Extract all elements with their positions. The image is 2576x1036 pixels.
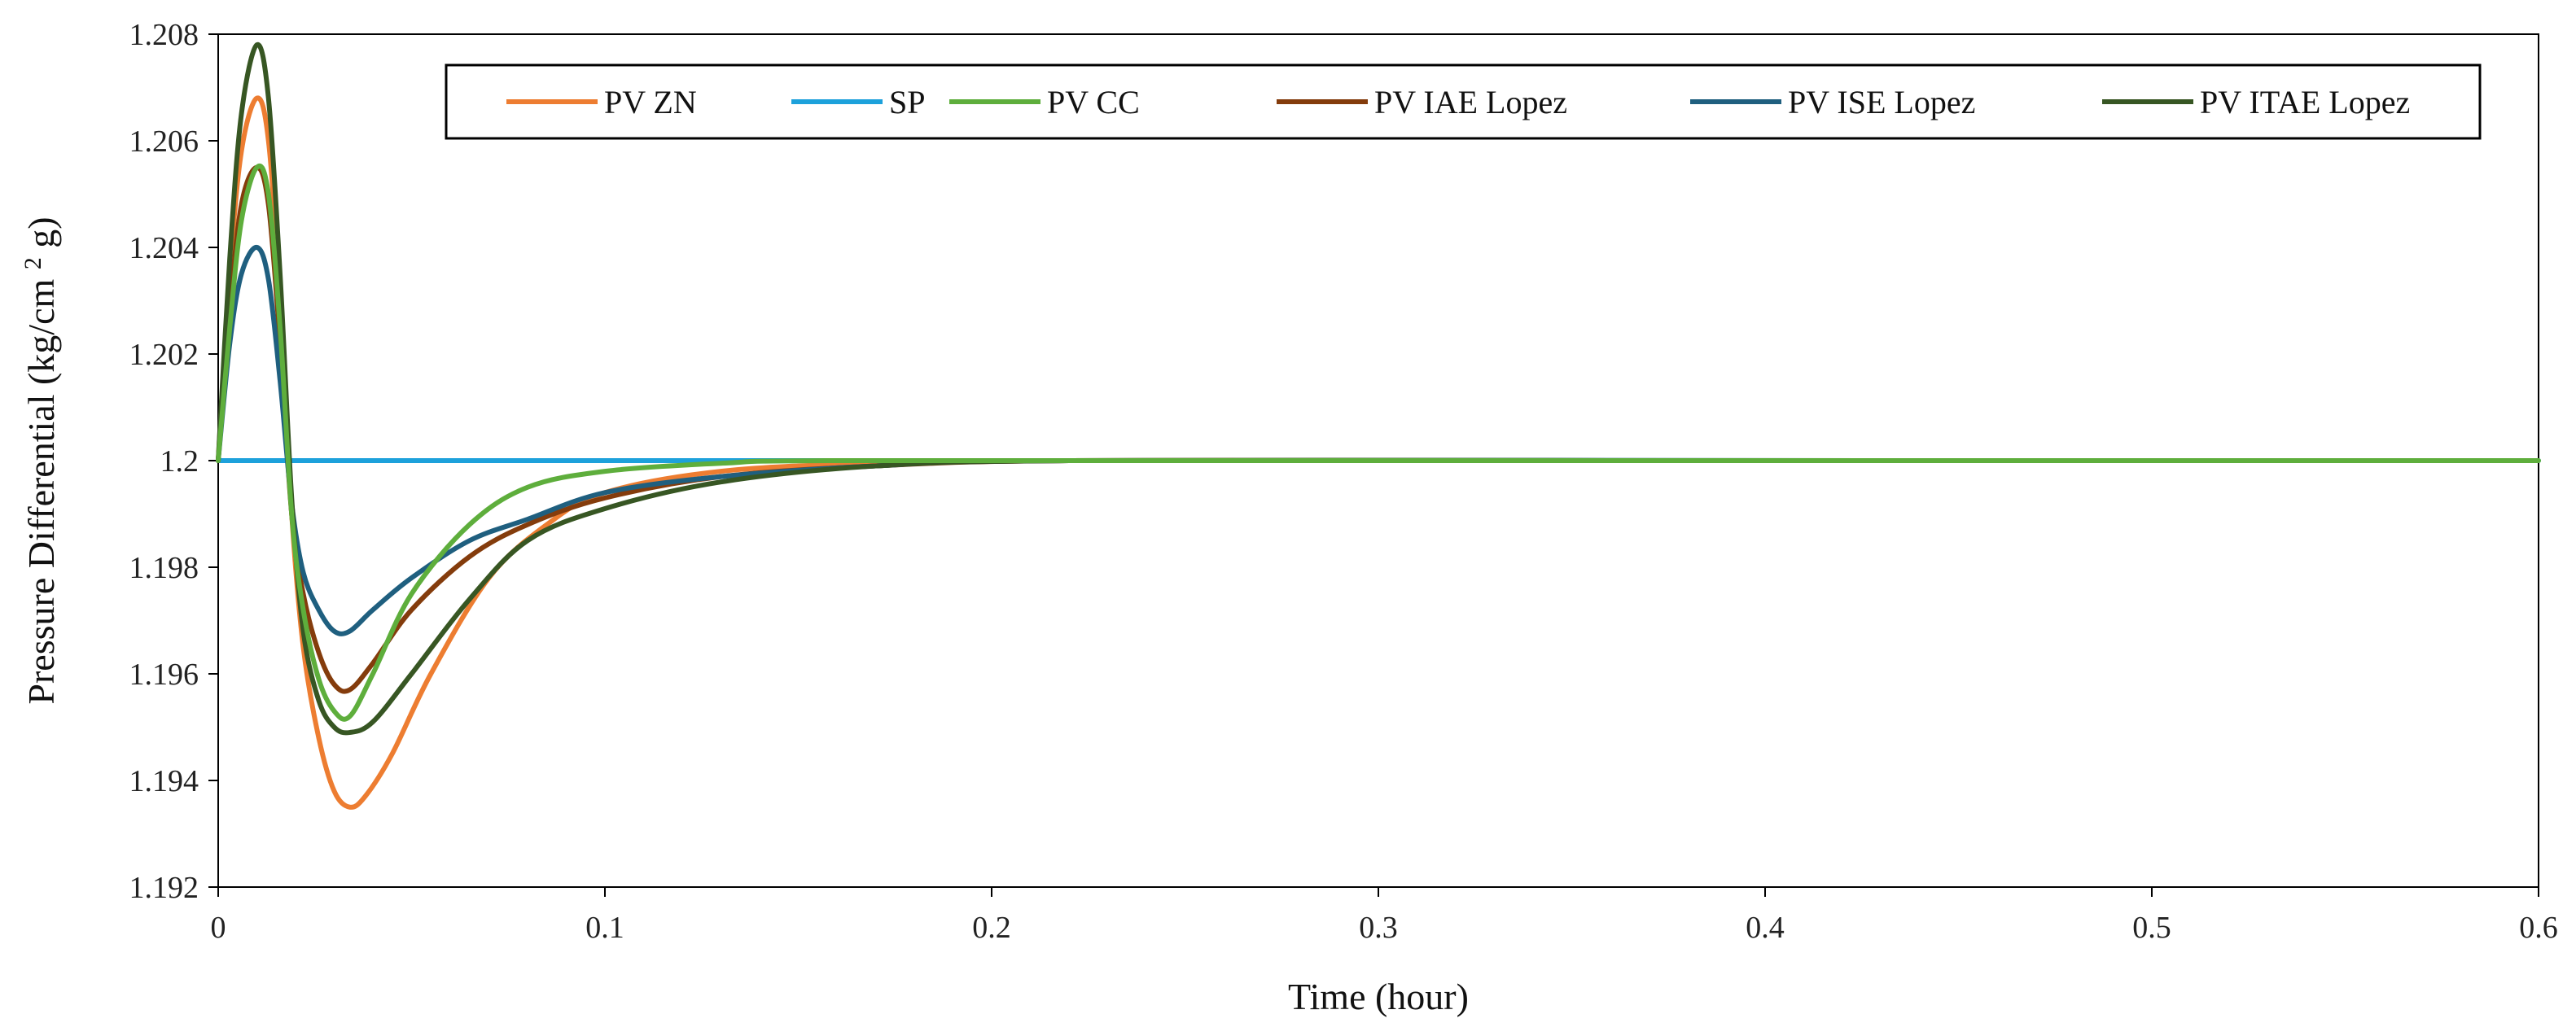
y-tick-label: 1.204 — [129, 231, 199, 265]
x-tick-label: 0.5 — [2132, 911, 2171, 945]
y-axis: 1.192 1.194 1.196 1.198 1.2 1.202 1.204 1.206 1.… — [129, 18, 218, 905]
x-tick-label: 0.4 — [1746, 911, 1785, 945]
x-tick-label: 0 — [211, 911, 226, 945]
legend: PV ZN SP PV CC PV IAE Lopez PV ISE Lopez PV I… — [445, 63, 2482, 140]
y-tick-label: 1.202 — [129, 338, 199, 372]
y-tick-label: 1.208 — [129, 18, 199, 52]
x-tick-label: 0.3 — [1359, 911, 1398, 945]
y-axis-title-prefix: Pressure Differential (kg/cm — [20, 279, 62, 705]
x-axis: 0 0.1 0.2 0.3 0.4 0.5 0.6 — [211, 887, 2558, 945]
legend-label-pv-itae-lopez: PV ITAE Lopez — [2200, 84, 2410, 120]
legend-label-pv-cc: PV CC — [1047, 84, 1140, 120]
series-line-pv-cc — [216, 163, 2541, 722]
legend-label-pv-zn: PV ZN — [604, 84, 697, 120]
series-line-pv-zn — [216, 95, 1613, 810]
x-tick-label: 0.2 — [972, 911, 1011, 945]
legend-label-pv-iae-lopez: PV IAE Lopez — [1374, 84, 1567, 120]
y-axis-title: Pressure Differential (kg/cm 2 g) — [20, 216, 63, 704]
y-axis-title-suffix: g) — [20, 216, 62, 247]
y-axis-title-sup: 2 — [20, 257, 46, 269]
series-layer — [216, 42, 2541, 810]
legend-label-sp: SP — [889, 84, 926, 120]
y-tick-label: 1.194 — [129, 764, 199, 798]
series-line-pv-ise-lopez — [216, 245, 1884, 636]
x-tick-label: 0.6 — [2519, 911, 2558, 945]
y-tick-label: 1.198 — [129, 551, 199, 585]
legend-label-pv-ise-lopez: PV ISE Lopez — [1788, 84, 1975, 120]
y-tick-label: 1.206 — [129, 125, 199, 159]
series-line-pv-iae-lopez — [216, 164, 1613, 694]
series-line-pv-itae-lopez — [216, 42, 1613, 736]
y-tick-label: 1.192 — [129, 871, 199, 905]
y-tick-label: 1.2 — [160, 444, 199, 479]
x-tick-label: 0.1 — [585, 911, 624, 945]
y-tick-label: 1.196 — [129, 658, 199, 692]
x-axis-title: Time (hour) — [1288, 976, 1469, 1017]
